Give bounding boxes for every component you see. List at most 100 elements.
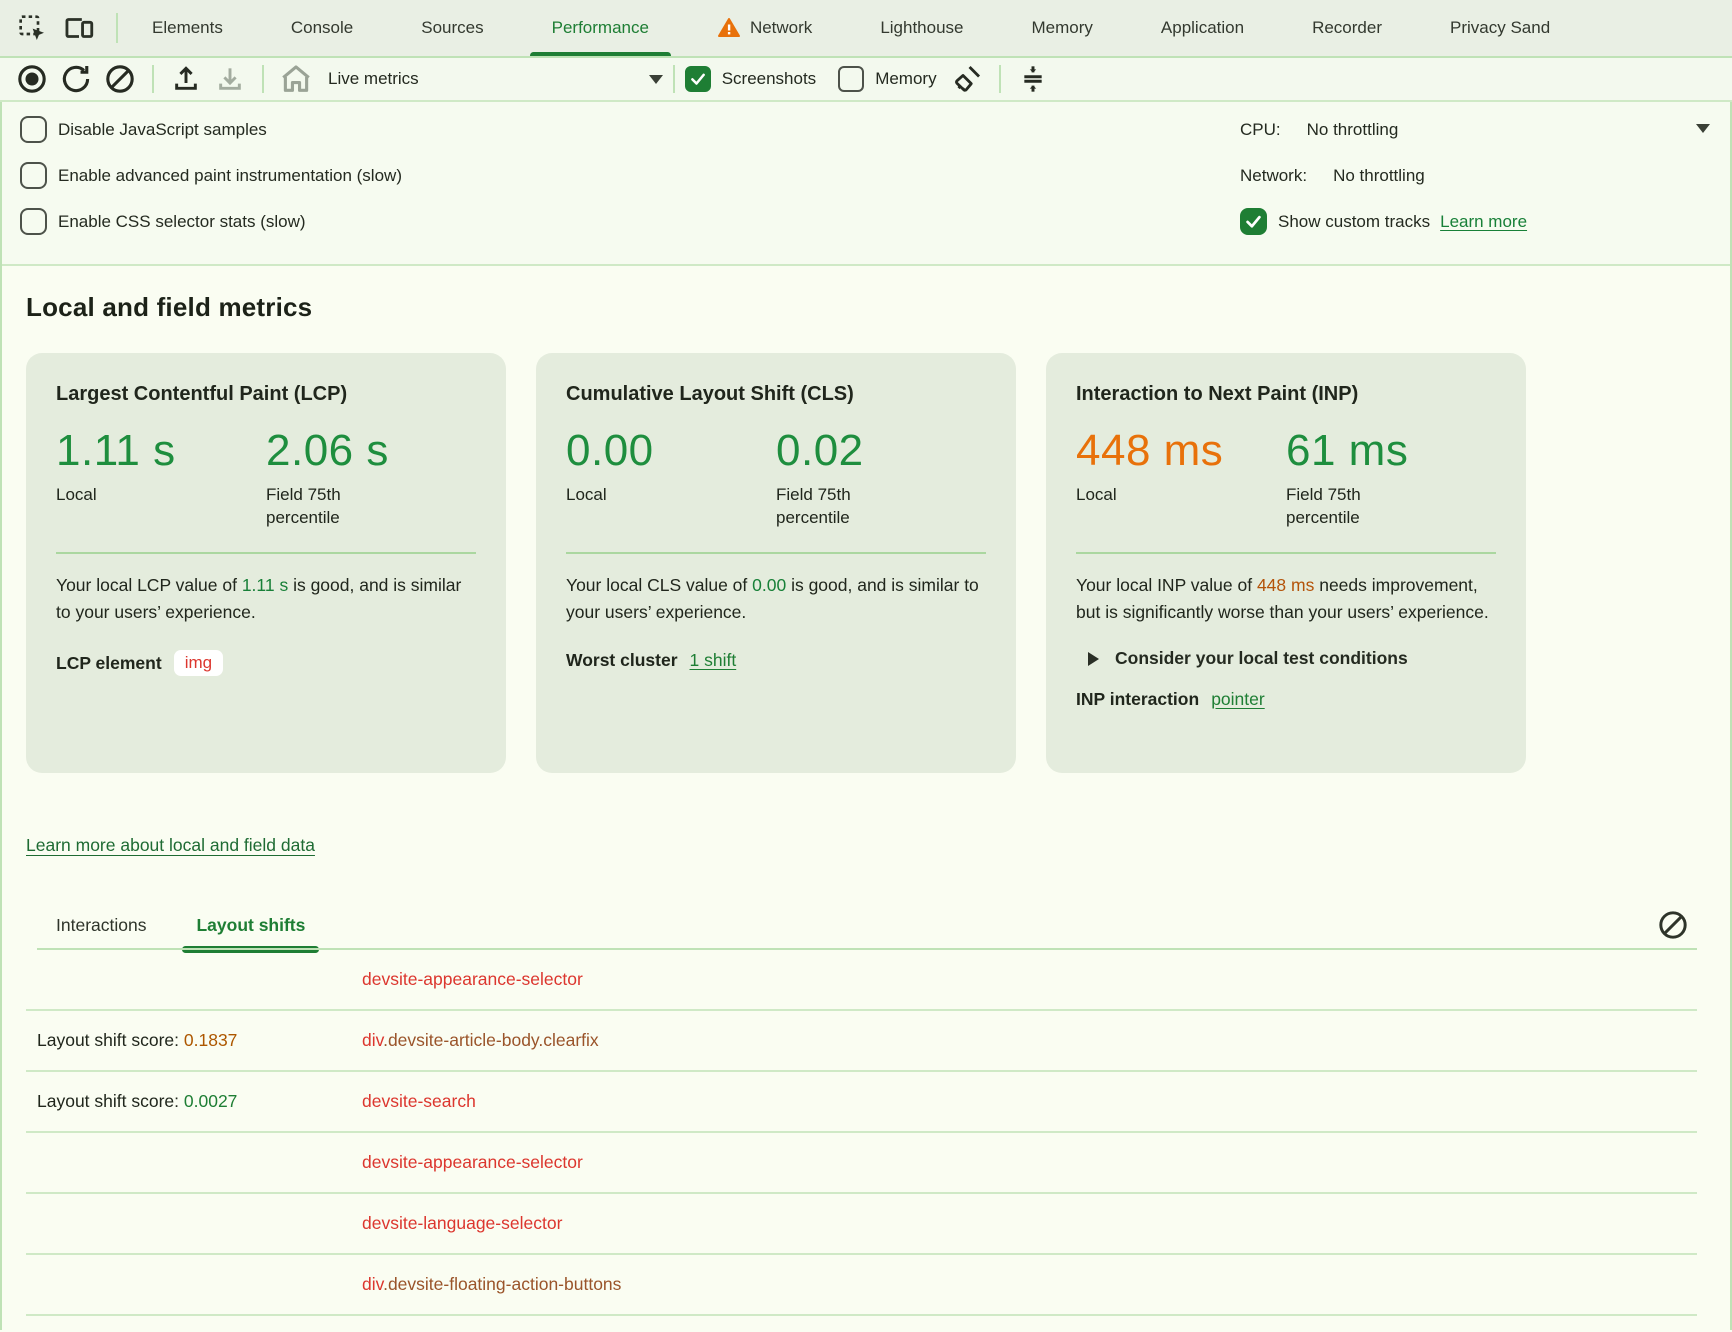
- devtools-tabbar: Elements Console Sources Performance Net…: [0, 0, 1732, 58]
- tab-elements[interactable]: Elements: [118, 0, 257, 56]
- clear-log-icon[interactable]: [1656, 908, 1690, 942]
- disclosure-label: Consider your local test conditions: [1115, 648, 1408, 669]
- home-icon[interactable]: [274, 60, 318, 98]
- checkbox-checked-icon[interactable]: [1240, 208, 1267, 235]
- layout-shift-row: devsite-appearance-selector: [26, 1133, 1697, 1194]
- reload-record-icon[interactable]: [54, 60, 98, 98]
- cls-local-value: 0.00: [566, 426, 776, 476]
- network-throttling-select[interactable]: No throttling: [1333, 166, 1425, 186]
- tab-memory[interactable]: Memory: [998, 0, 1127, 56]
- inp-card: Interaction to Next Paint (INP) 448 ms L…: [1046, 353, 1526, 773]
- upload-profile-icon[interactable]: [164, 60, 208, 98]
- tab-console[interactable]: Console: [257, 0, 387, 56]
- inp-interaction-label: INP interaction: [1076, 689, 1199, 710]
- tabs-underline: [37, 948, 1697, 950]
- performance-panel-body: Disable JavaScript samples Enable advanc…: [0, 102, 1732, 1330]
- toolbar-divider: [152, 65, 154, 93]
- custom-tracks-learn-more-link[interactable]: Learn more: [1440, 212, 1527, 232]
- tab-lighthouse[interactable]: Lighthouse: [846, 0, 997, 56]
- tabbar-left-icons: [0, 0, 116, 56]
- lcp-element-label: LCP element: [56, 653, 162, 674]
- toolbar-divider: [673, 65, 675, 93]
- download-profile-icon[interactable]: [208, 60, 252, 98]
- tab-label: Memory: [1032, 18, 1093, 38]
- lcp-element-node-link[interactable]: img: [174, 650, 223, 676]
- checkbox-checked-icon: [685, 66, 711, 92]
- lcp-card: Largest Contentful Paint (LCP) 1.11 s Lo…: [26, 353, 506, 773]
- shift-node-link[interactable]: devsite-appearance-selector: [362, 969, 583, 990]
- checkbox-unchecked-icon: [20, 208, 47, 235]
- layout-shift-row: devsite-appearance-selector: [26, 950, 1697, 1011]
- tab-label: Console: [291, 18, 353, 38]
- performance-toolbar: Live metrics Screenshots Memory: [0, 58, 1732, 102]
- panel-tabs: Elements Console Sources Performance Net…: [118, 0, 1584, 56]
- shift-node-link[interactable]: devsite-language-selector: [362, 1213, 562, 1234]
- shift-node-link[interactable]: devsite-appearance-selector: [362, 1152, 583, 1173]
- tab-recorder[interactable]: Recorder: [1278, 0, 1416, 56]
- cpu-label: CPU:: [1240, 120, 1281, 140]
- layout-shift-row: Layout shift score: 0.0027 devsite-searc…: [26, 1072, 1697, 1133]
- tab-label: Lighthouse: [880, 18, 963, 38]
- inp-description: Your local INP value of 448 ms needs imp…: [1076, 572, 1496, 626]
- local-label: Local: [1076, 484, 1206, 507]
- shift-node-link[interactable]: div.devsite-floating-action-buttons: [362, 1274, 621, 1295]
- tab-interactions[interactable]: Interactions: [42, 915, 160, 950]
- checkbox-unchecked-icon: [838, 66, 864, 92]
- chevron-down-icon[interactable]: [1696, 124, 1710, 133]
- tab-label: Application: [1161, 18, 1244, 38]
- screenshots-checkbox[interactable]: Screenshots: [685, 66, 817, 92]
- worst-cluster-label: Worst cluster: [566, 650, 678, 671]
- device-toolbar-icon[interactable]: [62, 11, 96, 45]
- garbage-collect-icon[interactable]: [945, 60, 989, 98]
- memory-checkbox[interactable]: Memory: [838, 66, 936, 92]
- local-label: Local: [566, 484, 696, 507]
- toolbar-divider: [999, 65, 1001, 93]
- screenshots-label: Screenshots: [722, 69, 817, 89]
- layout-shift-rows: devsite-appearance-selector Layout shift…: [26, 950, 1730, 1316]
- network-throttling-row: Network: No throttling: [1240, 162, 1730, 189]
- inp-field-value: 61 ms: [1286, 426, 1496, 476]
- checkbox-unchecked-icon: [20, 162, 47, 189]
- inspect-element-icon[interactable]: [16, 12, 48, 44]
- throttling-settings: CPU: No throttling Network: No throttlin…: [1240, 116, 1730, 254]
- panel-mode-select[interactable]: Live metrics: [328, 69, 663, 89]
- shift-node-link[interactable]: devsite-search: [362, 1091, 476, 1112]
- inp-interaction-link[interactable]: pointer: [1211, 689, 1265, 710]
- shift-node-link[interactable]: div.devsite-article-body.clearfix: [362, 1030, 599, 1051]
- tab-layout-shifts[interactable]: Layout shifts: [182, 915, 319, 950]
- clear-icon[interactable]: [98, 60, 142, 98]
- card-title: Largest Contentful Paint (LCP): [56, 383, 476, 406]
- collapse-tracks-icon[interactable]: [1011, 60, 1055, 98]
- toolbar-divider: [262, 65, 264, 93]
- tab-performance[interactable]: Performance: [518, 0, 683, 56]
- live-metrics-log-tabs: Interactions Layout shifts: [26, 906, 1730, 950]
- capture-settings: Disable JavaScript samples Enable advanc…: [2, 102, 1730, 266]
- cls-card: Cumulative Layout Shift (CLS) 0.00 Local…: [536, 353, 1016, 773]
- tab-sources[interactable]: Sources: [387, 0, 517, 56]
- tab-label: Performance: [552, 18, 649, 38]
- local-test-conditions-disclosure[interactable]: Consider your local test conditions: [1076, 648, 1496, 669]
- local-field-data-learn-more-link[interactable]: Learn more about local and field data: [26, 835, 315, 856]
- checkbox-unchecked-icon: [20, 116, 47, 143]
- local-label: Local: [56, 484, 186, 507]
- tab-application[interactable]: Application: [1127, 0, 1278, 56]
- local-field-metrics-section: Local and field metrics Largest Contentf…: [2, 266, 1730, 1316]
- show-custom-tracks-label: Show custom tracks: [1278, 212, 1430, 232]
- lcp-local-value: 1.11 s: [56, 426, 266, 476]
- lcp-description: Your local LCP value of 1.11 s is good, …: [56, 572, 476, 626]
- field-label: Field 75th percentile: [776, 484, 906, 530]
- warning-icon: [717, 16, 741, 40]
- tab-network[interactable]: Network: [683, 0, 846, 56]
- tab-privacy-sandbox[interactable]: Privacy Sand: [1416, 0, 1584, 56]
- custom-tracks-row: Show custom tracks Learn more: [1240, 208, 1730, 235]
- lcp-field-value: 2.06 s: [266, 426, 476, 476]
- card-divider: [56, 552, 476, 554]
- shift-score: Layout shift score: 0.0027: [26, 1091, 362, 1112]
- cls-description: Your local CLS value of 0.00 is good, an…: [566, 572, 986, 626]
- expand-triangle-icon: [1088, 652, 1099, 666]
- cpu-throttling-select[interactable]: No throttling: [1307, 120, 1399, 140]
- checkbox-label: Disable JavaScript samples: [58, 120, 267, 140]
- record-icon[interactable]: [10, 60, 54, 98]
- chevron-down-icon: [649, 75, 663, 84]
- worst-cluster-link[interactable]: 1 shift: [690, 650, 737, 671]
